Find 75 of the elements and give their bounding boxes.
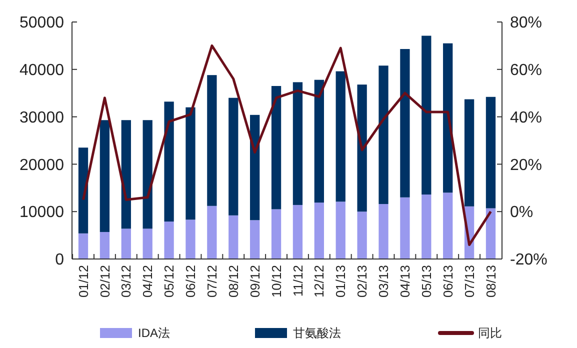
- x-tick-label: 11/12: [290, 265, 306, 297]
- bar: [443, 192, 453, 259]
- y-tick-label: 50000: [20, 14, 64, 32]
- bar: [186, 107, 196, 220]
- bar: [207, 75, 217, 206]
- bar: [443, 43, 453, 193]
- x-tick-label: 01/13: [333, 265, 348, 298]
- bar: [186, 220, 196, 259]
- bar: [121, 120, 131, 229]
- y2-tick-label: 80%: [510, 14, 542, 32]
- y2-tick-label: -20%: [510, 252, 548, 269]
- bar: [78, 233, 88, 259]
- x-tick-label: 08/12: [226, 265, 241, 298]
- bar: [486, 96, 496, 208]
- bar: [378, 66, 388, 204]
- legend-label: IDA法: [138, 326, 170, 340]
- bar: [250, 220, 260, 259]
- x-tick-label: 03/13: [376, 265, 392, 298]
- bar: [314, 80, 324, 203]
- bar: [164, 222, 174, 259]
- x-tick-label: 02/12: [97, 265, 112, 298]
- y-tick-label: 10000: [20, 204, 64, 222]
- x-tick-label: 06/13: [440, 265, 456, 298]
- bar: [142, 228, 152, 259]
- y2-tick-label: 40%: [510, 109, 542, 126]
- bar: [142, 120, 152, 229]
- x-tick-label: 01/12: [76, 265, 91, 298]
- bar: [336, 71, 346, 202]
- bar: [357, 84, 367, 212]
- x-tick-label: 09/12: [247, 265, 262, 298]
- bar: [164, 102, 174, 222]
- y-tick-label: 0: [55, 252, 64, 269]
- bar: [336, 202, 346, 259]
- bar: [228, 98, 238, 216]
- bar: [400, 197, 410, 259]
- bar: [378, 204, 388, 259]
- y2-tick-label: 60%: [510, 62, 542, 79]
- line-series: [82, 44, 492, 246]
- x-tick-label: 08/13: [483, 265, 498, 298]
- x-tick-label: 07/12: [204, 265, 220, 298]
- bar: [464, 99, 474, 206]
- bar: [78, 148, 88, 234]
- bar: [271, 209, 282, 259]
- y-tick-label: 30000: [20, 109, 64, 126]
- bar: [250, 114, 260, 220]
- x-tick-label: 10/12: [268, 265, 284, 298]
- bar: [100, 120, 110, 232]
- bar: [207, 206, 217, 259]
- bar: [121, 228, 131, 259]
- bar: [357, 212, 367, 259]
- bar: [100, 232, 110, 259]
- legend-label: 同比: [478, 326, 502, 340]
- bar: [271, 86, 282, 210]
- bar: [292, 204, 303, 259]
- bar: [292, 82, 303, 205]
- bar: [314, 202, 324, 259]
- x-tick-label: 06/12: [183, 265, 198, 298]
- x-tick-label: 05/13: [418, 265, 434, 298]
- y2-tick-label: 20%: [510, 156, 542, 174]
- bar: [422, 36, 432, 195]
- x-tick-label: 03/12: [118, 265, 134, 298]
- bar: [228, 215, 238, 259]
- y-tick-label: 20000: [20, 156, 64, 174]
- x-tick-label: 04/13: [398, 265, 413, 298]
- y-tick-label: 40000: [20, 62, 64, 79]
- x-tick-label: 05/12: [162, 265, 177, 298]
- y2-tick-label: 0%: [510, 204, 534, 222]
- bar: [422, 194, 432, 259]
- bar: [400, 49, 410, 198]
- x-tick-label: 12/12: [312, 265, 327, 298]
- x-tick-label: 07/13: [462, 265, 477, 298]
- x-tick-label: 02/13: [354, 265, 370, 298]
- bar: [486, 208, 496, 259]
- legend-label: 甘氨酸法: [293, 326, 341, 340]
- x-tick-label: 04/12: [140, 265, 156, 298]
